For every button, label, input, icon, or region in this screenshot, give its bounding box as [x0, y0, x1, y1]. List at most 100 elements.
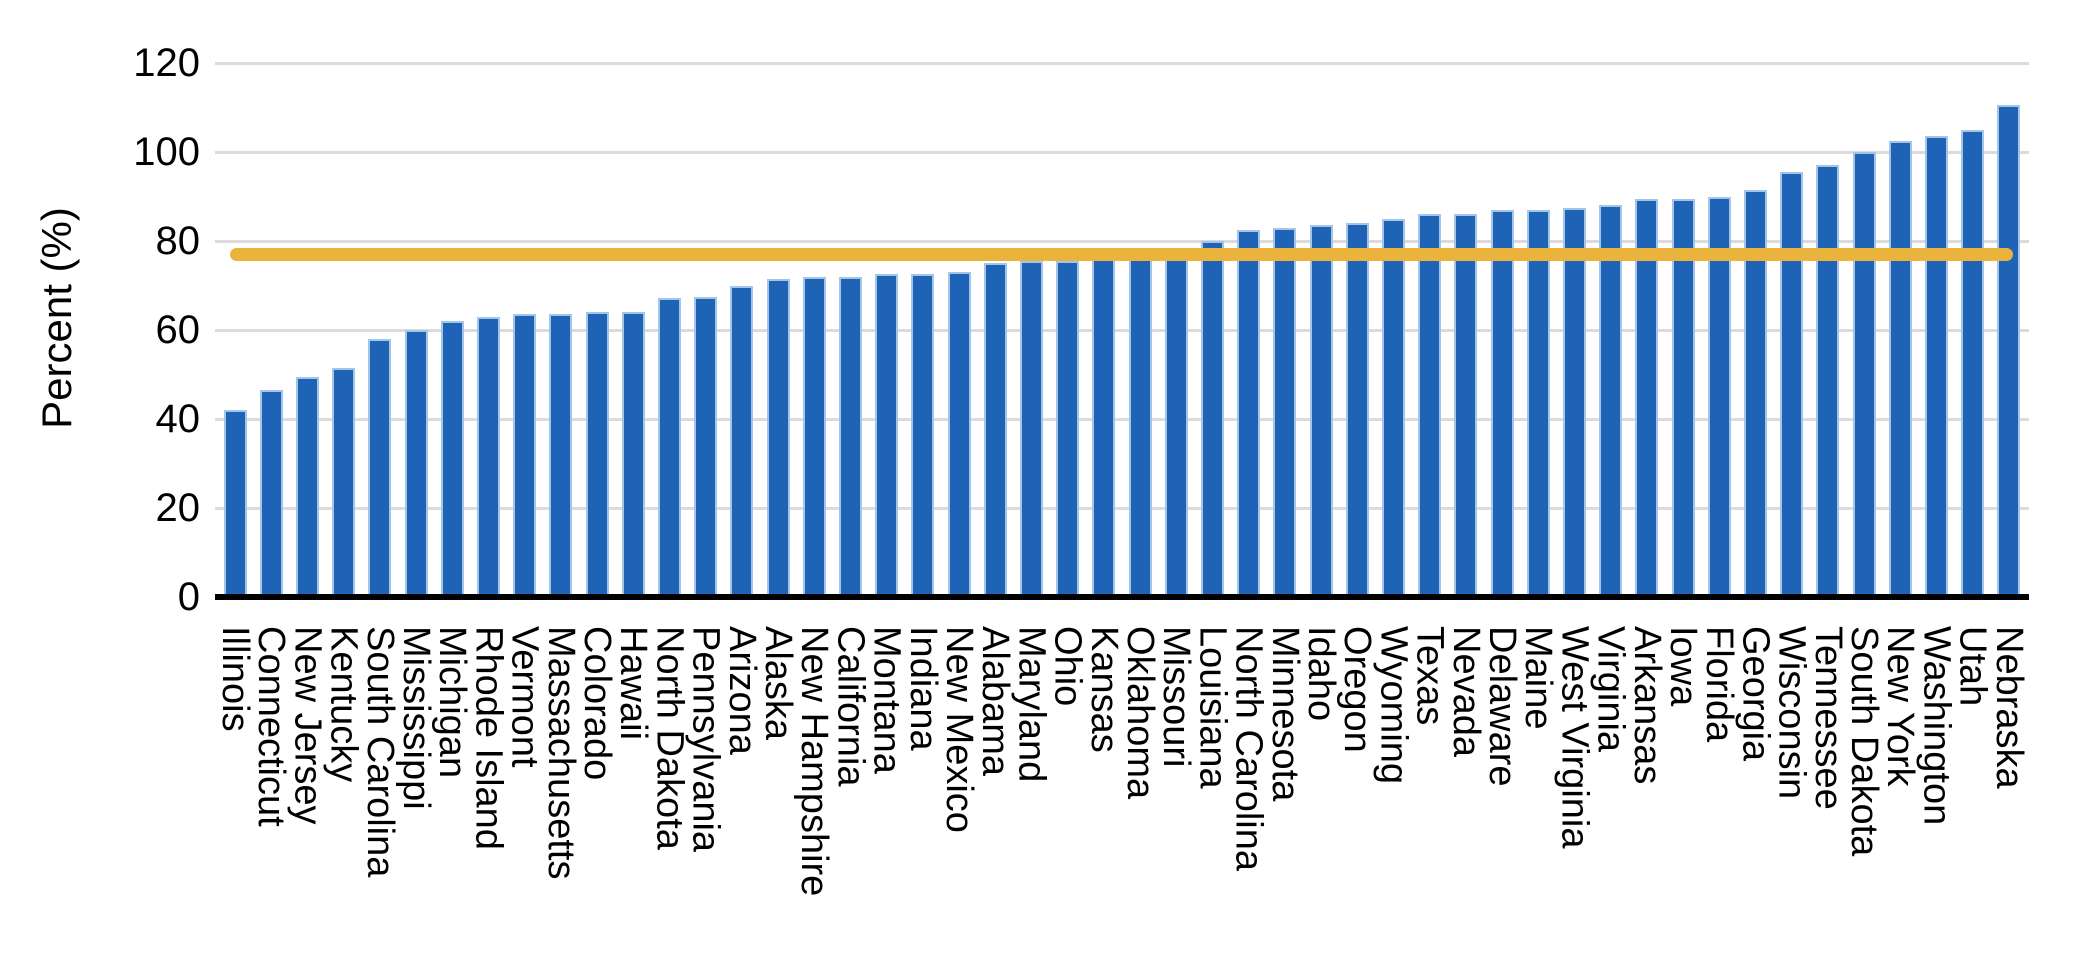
bar-indiana [911, 274, 935, 597]
x-tick-label-vermont: Vermont [503, 626, 546, 768]
bar-maryland [1019, 261, 1043, 597]
bar-california [838, 276, 862, 597]
x-tick-label-idaho: Idaho [1300, 626, 1342, 722]
bar-hawaii [621, 312, 645, 597]
gridline-60 [215, 328, 2029, 332]
bar-oregon [1345, 223, 1369, 597]
bar-north-dakota [657, 297, 681, 597]
x-tick-label-florida: Florida [1698, 626, 1741, 743]
gridline-80 [215, 239, 2029, 243]
x-tick-label-south-dakota: South Dakota [1843, 626, 1885, 857]
bar-arizona [730, 285, 754, 597]
bar-south-dakota [1852, 152, 1876, 597]
x-tick-label-oregon: Oregon [1336, 626, 1379, 753]
bar-pennsylvania [694, 296, 718, 597]
x-tick-label-virginia: Virginia [1589, 626, 1632, 753]
bar-missouri [1164, 247, 1188, 597]
bar-utah [1961, 129, 1985, 597]
plot-area [215, 61, 2029, 600]
x-tick-label-new-hampshire: New Hampshire [793, 626, 836, 897]
x-tick-label-nebraska: Nebraska [1987, 626, 2030, 789]
x-tick-label-hawaii: Hawaii [612, 626, 655, 741]
bar-delaware [1490, 209, 1514, 597]
x-tick-label-connecticut: Connecticut [250, 626, 293, 827]
x-tick-label-west-virginia: West Virginia [1553, 626, 1596, 849]
x-tick-label-new-jersey: New Jersey [286, 626, 329, 825]
bar-montana [875, 274, 899, 597]
x-tick-label-maryland: Maryland [1010, 626, 1053, 783]
y-tick-label-100: 100 [133, 130, 200, 174]
x-tick-label-washington: Washington [1915, 626, 1958, 826]
bar-louisiana [1200, 241, 1224, 597]
x-tick-label-louisiana: Louisiana [1191, 626, 1234, 789]
bar-washington [1924, 136, 1948, 597]
gridline-120 [215, 61, 2029, 65]
x-tick-label-arizona: Arizona [720, 626, 763, 755]
bar-minnesota [1273, 227, 1297, 597]
bar-idaho [1309, 225, 1333, 597]
bar-illinois [223, 410, 247, 597]
benchmark-line [230, 247, 2013, 261]
bar-rhode-island [476, 316, 500, 597]
bar-oklahoma [1128, 252, 1152, 597]
x-tick-label-new-york: New York [1879, 626, 1922, 787]
x-tick-label-kansas: Kansas [1082, 626, 1125, 753]
x-tick-label-missouri: Missouri [1155, 626, 1198, 768]
x-tick-label-iowa: Iowa [1662, 626, 1704, 707]
bar-new-hampshire [802, 276, 826, 597]
x-tick-label-mississippi: Mississippi [395, 626, 437, 810]
x-tick-label-michigan: Michigan [431, 626, 474, 779]
x-tick-label-montana: Montana [865, 626, 908, 774]
bar-wyoming [1381, 218, 1405, 597]
x-tick-label-utah: Utah [1951, 626, 1994, 707]
bar-new-york [1888, 140, 1912, 597]
x-axis-line [215, 594, 2029, 600]
gridline-20 [215, 506, 2029, 510]
bar-mississippi [404, 330, 428, 597]
bar-west-virginia [1562, 207, 1586, 597]
x-tick-label-wyoming: Wyoming [1372, 626, 1415, 785]
bar-virginia [1599, 205, 1623, 597]
x-tick-label-kentucky: Kentucky [322, 626, 365, 783]
bar-colorado [585, 312, 609, 597]
bar-vermont [513, 314, 537, 597]
bar-massachusetts [549, 314, 573, 597]
x-tick-label-tennessee: Tennessee [1806, 626, 1849, 810]
bar-michigan [440, 321, 464, 597]
y-tick-label-40: 40 [155, 397, 201, 441]
bar-kentucky [332, 367, 356, 597]
bar-connecticut [259, 390, 283, 597]
bar-nevada [1454, 214, 1478, 597]
y-tick-label-0: 0 [177, 575, 200, 619]
bar-nebraska [1997, 105, 2021, 597]
y-tick-label-60: 60 [155, 308, 201, 352]
bar-wisconsin [1780, 172, 1804, 597]
bar-kansas [1092, 258, 1116, 597]
bar-texas [1418, 214, 1442, 597]
x-tick-label-indiana: Indiana [901, 626, 944, 751]
x-tick-label-illinois: Illinois [214, 626, 256, 732]
x-tick-label-north-carolina: North Carolina [1227, 626, 1270, 871]
x-tick-label-arkansas: Arkansas [1625, 626, 1668, 785]
x-tick-label-south-carolina: South Carolina [358, 626, 401, 878]
x-tick-label-oklahoma: Oklahoma [1119, 626, 1161, 800]
bar-north-carolina [1237, 229, 1261, 597]
bar-new-mexico [947, 272, 971, 597]
y-tick-label-80: 80 [155, 219, 201, 263]
gridline-100 [215, 150, 2029, 154]
x-tick-label-north-dakota: North Dakota [648, 626, 691, 850]
x-tick-label-texas: Texas [1408, 626, 1451, 726]
x-tick-label-california: California [829, 626, 872, 787]
x-tick-label-minnesota: Minnesota [1263, 626, 1306, 802]
x-tick-label-pennsylvania: Pennsylvania [684, 626, 727, 853]
x-tick-label-colorado: Colorado [576, 626, 618, 781]
bar-alabama [983, 263, 1007, 597]
x-tick-label-massachusetts: Massachusetts [539, 626, 582, 880]
y-tick-label-120: 120 [133, 41, 200, 85]
x-tick-label-nevada: Nevada [1444, 626, 1487, 757]
x-tick-label-rhode-island: Rhode Island [467, 626, 510, 850]
x-tick-label-new-mexico: New Mexico [938, 626, 980, 833]
y-tick-label-20: 20 [155, 486, 201, 530]
x-tick-label-maine: Maine [1517, 626, 1560, 730]
